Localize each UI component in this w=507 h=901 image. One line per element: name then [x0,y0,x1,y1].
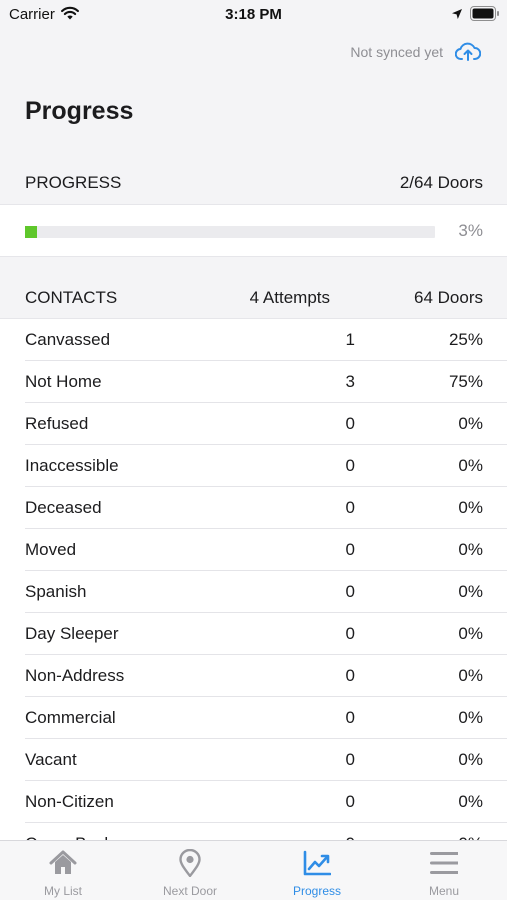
row-name: Moved [25,540,77,559]
tab-label: My List [43,884,82,898]
row-name: Spanish [25,582,87,601]
row-count: 0 [345,624,355,643]
table-row: Commercial 0 0% [25,697,507,739]
table-row: Deceased 0 0% [25,487,507,529]
row-count: 1 [345,330,355,349]
tab-label: Next Door [162,884,218,898]
row-percent: 0% [458,414,483,433]
row-percent: 75% [448,372,483,391]
contacts-header: CONTACTS 4 Attempts 64 Doors [0,257,507,319]
progress-bar-section: 3% [0,204,507,257]
chart-line-icon [303,849,332,877]
row-name: Inaccessible [25,456,119,475]
progress-percent: 3% [458,221,483,240]
row-count: 0 [345,708,355,727]
tab-my-list[interactable]: My List [0,841,126,901]
location-arrow-icon [451,7,463,25]
row-percent: 0% [458,498,483,517]
row-percent: 0% [458,792,483,811]
row-percent: 0% [458,540,483,559]
row-percent: 0% [458,624,483,643]
table-row: Canvassed 1 25% [25,319,507,361]
table-row: Inaccessible 0 0% [25,445,507,487]
row-name: Non-Citizen [25,792,114,811]
table-row: Spanish 0 0% [25,571,507,613]
row-name: Non-Address [25,666,125,685]
row-name: Canvassed [25,330,111,349]
tab-bar: My List Next Door Progress [0,840,507,900]
row-count: 0 [345,750,355,769]
tab-next-door[interactable]: Next Door [127,841,253,901]
table-row: Moved 0 0% [25,529,507,571]
row-percent: 25% [448,330,483,349]
table-row: Refused 0 0% [25,403,507,445]
carrier-label: Carrier [9,6,55,23]
row-count: 0 [345,414,355,433]
progress-label: PROGRESS [25,173,122,192]
wifi-icon [60,5,80,26]
row-percent: 0% [458,582,483,601]
contacts-doors: 64 Doors [414,288,483,307]
row-name: Commercial [25,708,116,727]
table-row: Vacant 0 0% [25,739,507,781]
contacts-attempts: 4 Attempts [249,288,330,307]
sync-status[interactable]: Not synced yet [350,42,482,62]
row-count: 0 [345,582,355,601]
row-count: 0 [345,498,355,517]
row-count: 0 [345,456,355,475]
table-row: Day Sleeper 0 0% [25,613,507,655]
battery-icon [470,6,500,26]
contacts-label: CONTACTS [25,288,118,307]
clock-time: 3:18 PM [225,6,282,23]
tab-label: Progress [292,884,342,898]
table-row: Non-Address 0 0% [25,655,507,697]
row-count: 3 [345,372,355,391]
menu-icon [430,849,461,877]
row-name: Not Home [25,372,102,391]
row-percent: 0% [458,750,483,769]
progress-bar-fill [25,226,38,238]
row-count: 0 [345,666,355,685]
row-name: Deceased [25,498,102,517]
tab-label: Menu [428,884,460,898]
cloud-upload-icon[interactable] [454,42,482,62]
tab-progress[interactable]: Progress [254,841,380,901]
row-name: Day Sleeper [25,624,119,643]
row-count: 0 [345,540,355,559]
row-name: Refused [25,414,89,433]
status-bar: Carrier 3:18 PM [0,0,507,30]
home-icon [49,849,77,877]
page-title: Progress [25,97,134,125]
contacts-table: Canvassed 1 25% Not Home 3 75% Refused 0… [0,319,507,865]
row-name: Vacant [25,750,77,769]
row-percent: 0% [458,666,483,685]
row-count: 0 [345,792,355,811]
table-row: Non-Citizen 0 0% [25,781,507,823]
map-pin-icon [176,848,204,878]
progress-bar [25,226,435,238]
row-percent: 0% [458,456,483,475]
row-percent: 0% [458,708,483,727]
progress-doors: 2/64 Doors [399,173,483,192]
tab-menu[interactable]: Menu [381,841,507,901]
progress-header: PROGRESS 2/64 Doors [0,162,507,204]
table-row: Not Home 3 75% [25,361,507,403]
sync-status-text: Not synced yet [350,44,443,60]
